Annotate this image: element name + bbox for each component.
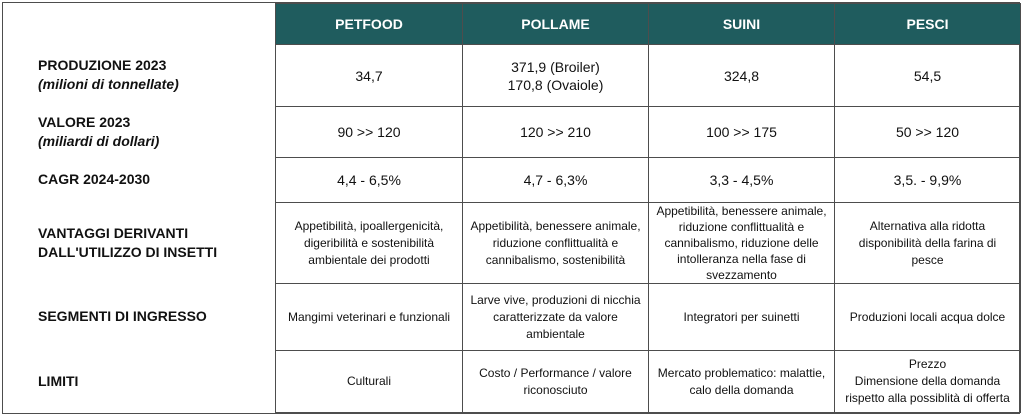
table-cell: 4,7 - 6,3%: [462, 157, 649, 203]
table-row: Mangimi veterinari e funzionali Larve vi…: [275, 283, 1021, 351]
table-cell: 54,5: [834, 44, 1021, 107]
column-header-petfood: PETFOOD: [275, 3, 463, 45]
column-header-pesci: PESCI: [834, 3, 1021, 45]
table-cell: 34,7: [275, 44, 463, 107]
table-cell: Culturali: [275, 350, 463, 413]
table-cell: Appetibilità, ipoallergenicità, digeribi…: [275, 202, 463, 284]
table-cell: Mercato problematico: malattie, calo del…: [648, 350, 835, 413]
row-label-text: SEGMENTI DI INGRESSO: [38, 308, 207, 324]
header-row: PETFOOD POLLAME SUINI PESCI: [275, 3, 1021, 45]
table-cell: Larve vive, produzioni di nicchia caratt…: [462, 283, 649, 351]
table-row: Culturali Costo / Performance / valore r…: [275, 350, 1021, 413]
table-cell: 100 >> 175: [648, 106, 835, 158]
row-label-valore: VALORE 2023 (miliardi di dollari): [38, 106, 273, 157]
table-cell: 3,3 - 4,5%: [648, 157, 835, 203]
table-cell: Alternativa alla ridotta disponibilità d…: [834, 202, 1021, 284]
table-cell: 371,9 (Broiler) 170,8 (Ovaiole): [462, 44, 649, 107]
table-cell: Produzioni locali acqua dolce: [834, 283, 1021, 351]
column-header-pollame: POLLAME: [462, 3, 649, 45]
table-cell: 4,4 - 6,5%: [275, 157, 463, 203]
column-header-suini: SUINI: [648, 3, 835, 45]
table-row: 34,7 371,9 (Broiler) 170,8 (Ovaiole) 324…: [275, 44, 1021, 107]
table-row: 4,4 - 6,5% 4,7 - 6,3% 3,3 - 4,5% 3,5. - …: [275, 157, 1021, 203]
row-sublabel-text: (milioni di tonnellate): [38, 76, 179, 92]
table-cell: Mangimi veterinari e funzionali: [275, 283, 463, 351]
row-label-produzione: PRODUZIONE 2023 (milioni di tonnellate): [38, 44, 273, 106]
row-label-text: PRODUZIONE 2023: [38, 57, 167, 73]
table-cell: Appetibilità, benessere animale, riduzio…: [648, 202, 835, 284]
row-label-text: VALORE 2023: [38, 113, 131, 130]
table-row: Appetibilità, ipoallergenicità, digeribi…: [275, 202, 1021, 284]
row-label-segmenti: SEGMENTI DI INGRESSO: [38, 283, 273, 350]
row-label-cagr: CAGR 2024-2030: [38, 157, 273, 202]
table-cell: 3,5. - 9,9%: [834, 157, 1021, 203]
table-row: 90 >> 120 120 >> 210 100 >> 175 50 >> 12…: [275, 106, 1021, 158]
table-cell: 324,8: [648, 44, 835, 107]
table-cell: 120 >> 210: [462, 106, 649, 158]
table-cell: 50 >> 120: [834, 106, 1021, 158]
table-cell: Costo / Performance / valore riconosciut…: [462, 350, 649, 413]
row-label-text: CAGR 2024-2030: [38, 171, 151, 187]
row-label-text: VANTAGGI DERIVANTI DALL'UTILIZZO DI INSE…: [38, 224, 218, 260]
row-label-vantaggi: VANTAGGI DERIVANTI DALL'UTILIZZO DI INSE…: [38, 202, 273, 283]
table-cell: Prezzo Dimensione della domanda rispetto…: [834, 350, 1021, 413]
table-cell: Appetibilità, benessere animale, riduzio…: [462, 202, 649, 284]
table-cell: 90 >> 120: [275, 106, 463, 158]
table-cell: Integratori per suinetti: [648, 283, 835, 351]
row-sublabel-text: (miliardi di dollari): [38, 132, 160, 149]
row-label-limiti: LIMITI: [38, 350, 273, 412]
comparison-table: PETFOOD POLLAME SUINI PESCI 34,7 371,9 (…: [275, 3, 1021, 413]
row-label-text: LIMITI: [38, 372, 79, 389]
